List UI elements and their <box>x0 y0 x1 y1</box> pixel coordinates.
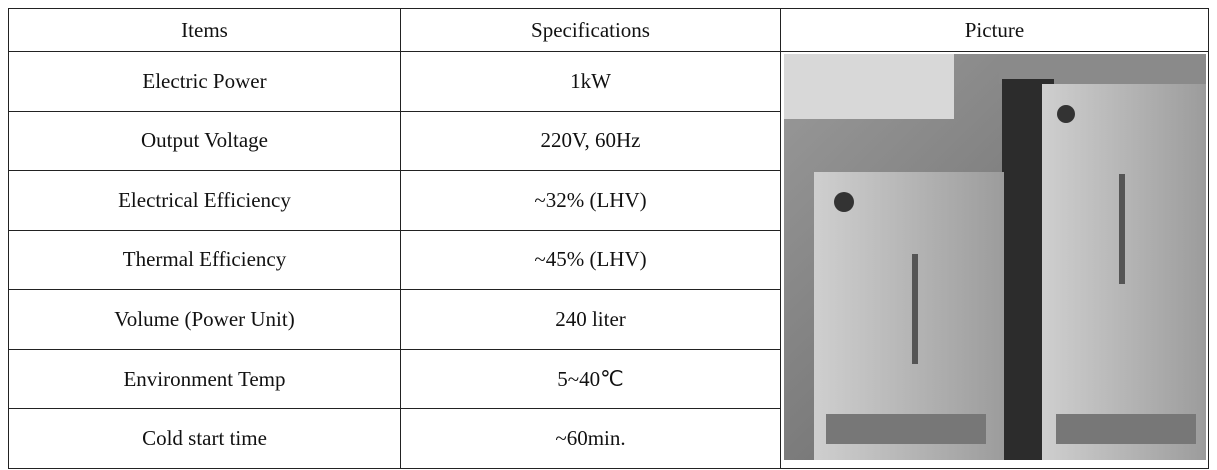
picture-cell <box>781 52 1209 469</box>
spec-cell: ~60min. <box>401 409 781 469</box>
header-cell: Picture <box>781 9 1209 52</box>
spec-cell: 1kW <box>401 52 781 112</box>
spec-cell: 220V, 60Hz <box>401 111 781 171</box>
item-cell: Environment Temp <box>9 349 401 409</box>
spec-cell: 240 liter <box>401 290 781 350</box>
spec-cell: ~32% (LHV) <box>401 171 781 231</box>
item-cell: Output Voltage <box>9 111 401 171</box>
fuel-cell-photo <box>784 54 1206 460</box>
page: Items Specifications Picture Electric Po… <box>0 0 1217 470</box>
spec-cell: 5~40℃ <box>401 349 781 409</box>
item-cell: Electric Power <box>9 52 401 112</box>
item-cell: Thermal Efficiency <box>9 230 401 290</box>
header-cell: Specifications <box>401 9 781 52</box>
item-cell: Electrical Efficiency <box>9 171 401 231</box>
table-header: Items Specifications Picture <box>9 9 1209 52</box>
item-cell: Volume (Power Unit) <box>9 290 401 350</box>
spec-table: Items Specifications Picture Electric Po… <box>8 8 1209 469</box>
header-cell: Items <box>9 9 401 52</box>
header-row: Items Specifications Picture <box>9 9 1209 52</box>
spec-cell: ~45% (LHV) <box>401 230 781 290</box>
item-cell: Cold start time <box>9 409 401 469</box>
